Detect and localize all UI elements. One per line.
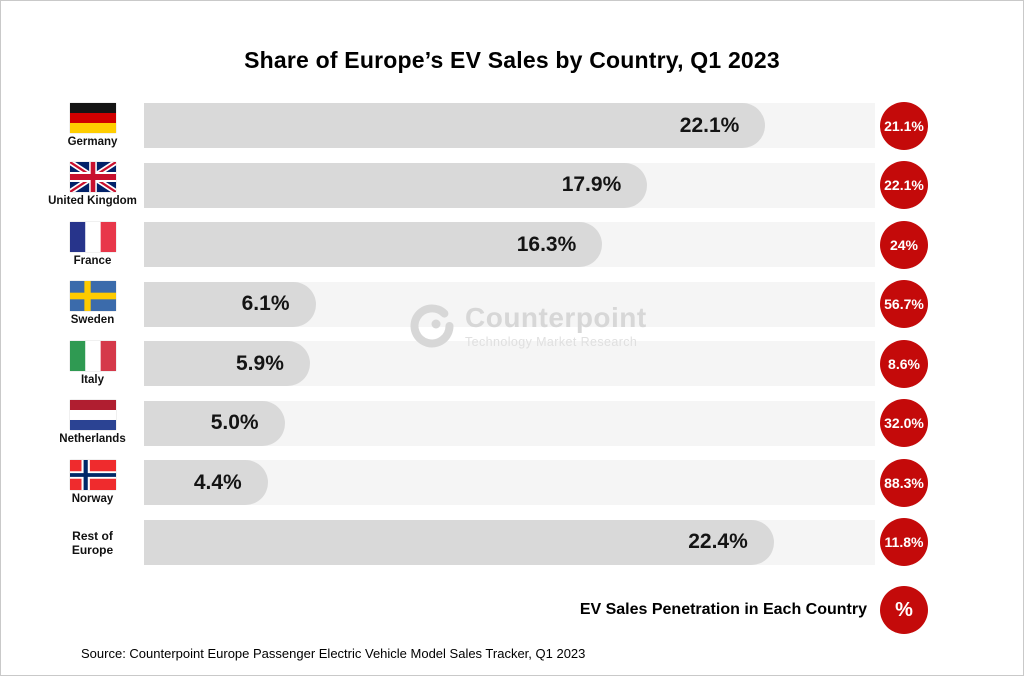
share-value-label: 5.0% (210, 411, 259, 435)
germany-flag (69, 102, 116, 133)
share-value-label: 22.1% (679, 113, 740, 137)
bar-track: 16.3% (144, 222, 875, 268)
country-row: United Kingdom 17.9% 22.1% (1, 156, 1023, 216)
country-row: Netherlands 5.0% 32.0% (1, 394, 1023, 454)
penetration-circle: 88.3% (880, 458, 928, 507)
netherlands-flag (69, 400, 116, 431)
bar-track: 17.9% (144, 162, 875, 208)
penetration-circle: 56.7% (880, 280, 928, 329)
bar-track: 6.1% (144, 281, 875, 327)
country-row: Italy 5.9% 8.6% (1, 334, 1023, 394)
share-bar: 6.1% (144, 281, 316, 327)
legend-label: EV Sales Penetration in Each Country (579, 601, 867, 618)
country-row: Germany 22.1% 21.1% (1, 96, 1023, 156)
share-bar: 17.9% (144, 162, 648, 208)
chart-title: Share of Europe’s EV Sales by Country, Q… (244, 47, 780, 73)
bar-track: 4.4% (144, 460, 875, 506)
share-value-label: 4.4% (193, 470, 242, 494)
share-bar: 5.9% (144, 341, 310, 387)
penetration-value-label: 8.6% (888, 355, 920, 372)
share-value-label: 5.9% (236, 351, 284, 375)
country-cell: Netherlands (41, 400, 144, 446)
united-kingdom-flag (69, 162, 116, 193)
country-cell: France (41, 221, 144, 268)
country-row: Rest of Europe 22.4% 11.8% (1, 513, 1023, 573)
penetration-circle: 22.1% (880, 161, 928, 210)
country-label: Germany (67, 135, 118, 148)
bar-track: 22.1% (144, 103, 875, 149)
share-value-label: 6.1% (241, 292, 290, 316)
penetration-value-label: 88.3% (884, 474, 924, 491)
country-cell: Germany (41, 102, 144, 149)
penetration-circle: 21.1% (880, 101, 928, 150)
country-row: Sweden 6.1% 56.7% (1, 275, 1023, 335)
share-value-label: 22.4% (688, 530, 748, 554)
legend-percent-symbol: % (895, 598, 913, 621)
penetration-circle: 24% (880, 220, 928, 269)
share-bar: 22.4% (144, 519, 774, 565)
bars-area: Germany 22.1% 21.1% United Kingdom 17.9%… (1, 96, 1023, 572)
bar-track: 5.0% (144, 400, 875, 446)
share-bar: 16.3% (144, 222, 603, 268)
norway-flag (69, 459, 116, 490)
country-label: Netherlands (59, 433, 126, 446)
sweden-flag (69, 281, 116, 312)
share-value-label: 16.3% (516, 232, 577, 256)
country-label: Sweden (70, 314, 115, 327)
legend: EV Sales Penetration in Each Country % (1, 586, 928, 634)
share-value-label: 17.9% (561, 173, 622, 197)
country-label: Norway (71, 492, 114, 505)
penetration-circle: 8.6% (880, 339, 928, 388)
share-bar: 22.1% (144, 103, 766, 149)
source-note: Source: Counterpoint Europe Passenger El… (81, 646, 586, 661)
penetration-value-label: 32.0% (884, 415, 924, 432)
penetration-circle: 32.0% (880, 399, 928, 448)
country-row: France 16.3% 24% (1, 215, 1023, 275)
penetration-value-label: 56.7% (884, 296, 924, 313)
country-label: Italy (80, 373, 104, 386)
country-row: Norway 4.4% 88.3% (1, 453, 1023, 513)
share-bar: 4.4% (144, 460, 268, 506)
country-label: France (73, 254, 112, 267)
country-cell: Norway (41, 459, 144, 506)
penetration-value-label: 24% (889, 236, 919, 253)
country-cell: Rest of Europe (41, 527, 144, 558)
france-flag (69, 221, 116, 252)
bar-track: 22.4% (144, 519, 875, 565)
italy-flag (69, 340, 116, 371)
penetration-value-label: 22.1% (884, 177, 924, 194)
country-label: Rest of Europe (71, 528, 114, 557)
penetration-value-label: 11.8% (884, 534, 924, 551)
legend-percent-circle: % (880, 586, 928, 634)
country-cell: United Kingdom (41, 162, 144, 208)
country-label: United Kingdom (48, 195, 137, 208)
penetration-circle: 11.8% (880, 518, 928, 567)
country-cell: Sweden (41, 281, 144, 327)
bar-track: 5.9% (144, 341, 875, 387)
penetration-value-label: 21.1% (884, 117, 924, 134)
country-cell: Italy (41, 340, 144, 387)
share-bar: 5.0% (144, 400, 285, 446)
